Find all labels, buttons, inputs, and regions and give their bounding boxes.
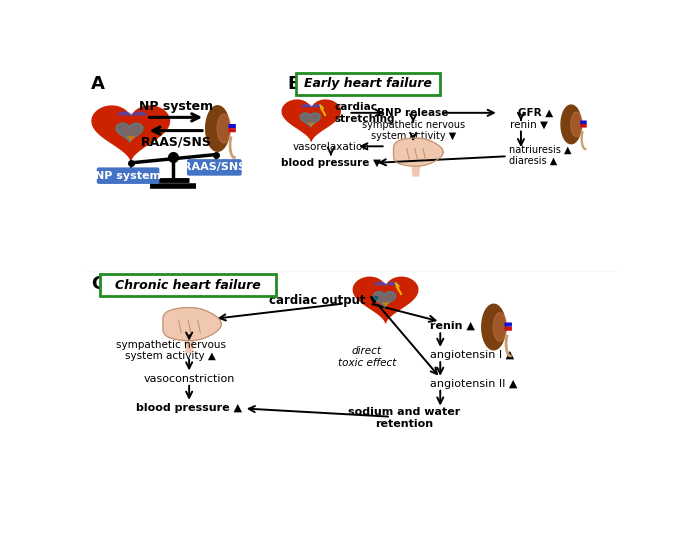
- FancyBboxPatch shape: [97, 168, 160, 184]
- Text: direct
toxic effect: direct toxic effect: [338, 346, 396, 368]
- Text: sympathetic nervous
system activity ▼: sympathetic nervous system activity ▼: [362, 120, 464, 141]
- Text: B: B: [288, 75, 301, 93]
- Text: renin ▼: renin ▼: [510, 119, 548, 129]
- FancyBboxPatch shape: [228, 128, 236, 132]
- Polygon shape: [217, 114, 231, 143]
- Text: BNP release: BNP release: [377, 108, 449, 118]
- Text: C: C: [91, 275, 104, 293]
- Polygon shape: [127, 137, 134, 141]
- Polygon shape: [373, 292, 396, 307]
- FancyBboxPatch shape: [228, 124, 236, 128]
- Text: Early heart failure: Early heart failure: [304, 77, 432, 90]
- Text: sympathetic nervous
system activity ▲: sympathetic nervous system activity ▲: [116, 340, 225, 361]
- FancyBboxPatch shape: [297, 73, 440, 95]
- Text: natriuresis ▲
diaresis ▲: natriuresis ▲ diaresis ▲: [509, 144, 572, 166]
- Text: vasoconstriction: vasoconstriction: [143, 374, 235, 384]
- Polygon shape: [561, 105, 582, 144]
- Polygon shape: [482, 304, 506, 350]
- Text: angiotensin II ▲: angiotensin II ▲: [429, 379, 517, 389]
- Text: RAAS/SNS: RAAS/SNS: [182, 162, 246, 172]
- FancyBboxPatch shape: [504, 326, 512, 331]
- Polygon shape: [395, 282, 401, 295]
- Polygon shape: [92, 106, 169, 161]
- Polygon shape: [383, 303, 388, 306]
- Polygon shape: [571, 112, 582, 137]
- Text: cardiac
stretching: cardiac stretching: [334, 102, 395, 124]
- FancyBboxPatch shape: [187, 159, 242, 176]
- Polygon shape: [116, 123, 143, 142]
- Polygon shape: [308, 123, 314, 126]
- Text: A: A: [91, 75, 105, 93]
- Text: GFR ▲: GFR ▲: [519, 108, 553, 118]
- Text: angiotensin I ▲: angiotensin I ▲: [429, 350, 514, 360]
- Text: blood pressure ▼: blood pressure ▼: [281, 158, 381, 168]
- Text: blood pressure ▲: blood pressure ▲: [136, 403, 242, 413]
- Polygon shape: [353, 277, 418, 323]
- Text: renin ▲: renin ▲: [429, 321, 475, 331]
- Polygon shape: [185, 342, 193, 352]
- Polygon shape: [412, 167, 419, 176]
- Text: NP system: NP system: [139, 100, 213, 113]
- Polygon shape: [375, 282, 399, 285]
- Polygon shape: [206, 106, 229, 151]
- Polygon shape: [320, 105, 325, 116]
- Polygon shape: [163, 308, 221, 340]
- FancyBboxPatch shape: [504, 322, 512, 326]
- Text: Chronic heart failure: Chronic heart failure: [114, 279, 260, 292]
- Text: NP system: NP system: [95, 171, 161, 180]
- Polygon shape: [118, 112, 146, 115]
- Polygon shape: [393, 138, 443, 166]
- Text: cardiac output ▼: cardiac output ▼: [269, 294, 378, 307]
- FancyBboxPatch shape: [580, 124, 587, 128]
- Polygon shape: [282, 100, 340, 141]
- FancyBboxPatch shape: [580, 120, 587, 124]
- Polygon shape: [493, 313, 507, 342]
- Text: sodium and water
retention: sodium and water retention: [348, 407, 460, 429]
- Polygon shape: [300, 113, 321, 127]
- Polygon shape: [301, 105, 323, 107]
- Text: vasorelaxation: vasorelaxation: [292, 142, 369, 152]
- Text: RAAS/SNS: RAAS/SNS: [140, 136, 211, 149]
- FancyBboxPatch shape: [100, 274, 275, 296]
